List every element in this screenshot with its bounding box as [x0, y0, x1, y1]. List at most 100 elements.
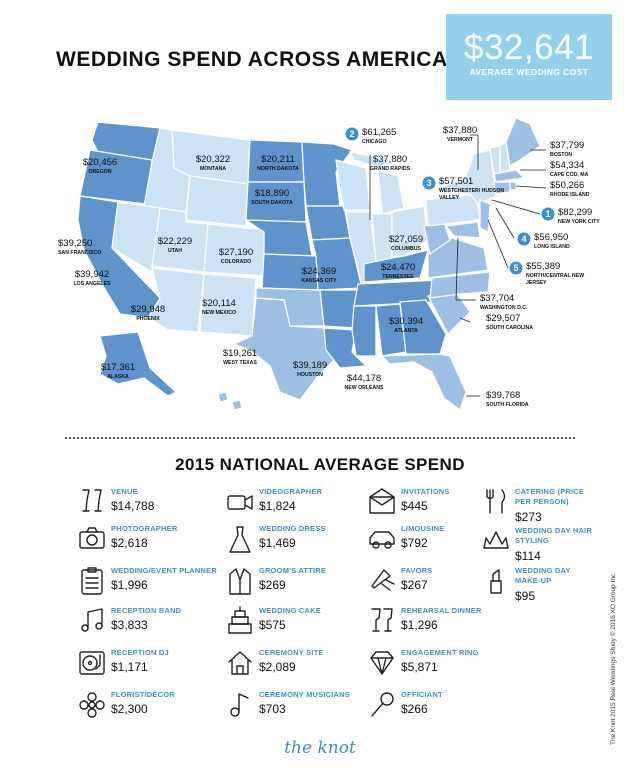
top-five-place: NORTH/CENTRAL NEW [526, 273, 584, 279]
spend-item-value: $266 [401, 702, 428, 716]
map-value-label: $37,704 [480, 293, 514, 304]
state-maine [505, 117, 541, 167]
section-title: 2015 NATIONAL AVERAGE SPEND [175, 455, 465, 474]
map-place-label: MONTANA [200, 166, 226, 172]
the-knot-logo: the knot [284, 738, 356, 758]
map-value-label: $20,322 [196, 154, 230, 165]
spend-item-label: CATERING (PRICE PER PERSON) [515, 487, 585, 506]
rank-number: 3 [426, 178, 431, 188]
state-georgia [399, 299, 447, 355]
spend-item-label: RECEPTION DJ [111, 648, 169, 657]
top-five-value: $82,299 [558, 207, 592, 218]
spend-item-label: INVITATIONS [401, 487, 450, 496]
state-wisconsin [335, 159, 371, 211]
callout-line [455, 237, 459, 301]
spend-item-value: $1,171 [111, 660, 148, 674]
top-five-place: JERSEY [526, 280, 547, 286]
map-place-label: WASHINGTON D.C. [480, 305, 528, 311]
rank-number: 2 [349, 129, 354, 139]
map-value-label: $39,250 [58, 238, 92, 249]
spend-item-value: $3,833 [111, 618, 148, 632]
callout-line [495, 207, 515, 239]
house-icon [226, 648, 254, 678]
callout-line [491, 199, 541, 215]
spend-item-label: PHOTOGRAPHER [111, 524, 178, 533]
spend-item-value: $114 [515, 549, 541, 563]
spend-item-value: $273 [515, 510, 542, 524]
spend-item-value: $1,469 [259, 536, 296, 550]
state-new-hampshire [499, 140, 511, 173]
state-new-jersey [479, 199, 491, 233]
state-nevada [111, 201, 161, 273]
page-title: WEDDING SPEND ACROSS AMERICA [56, 48, 448, 71]
turntable-icon [78, 648, 106, 678]
spend-item-value: $1,996 [111, 578, 148, 592]
rank-badge [541, 207, 555, 221]
map-place-label: SOUTH CAROLINA [486, 325, 533, 331]
state-texas [232, 297, 345, 401]
map-place-label: GRAND RAPIDS [370, 166, 411, 172]
state-connecticut [493, 181, 511, 195]
map-value-label: $27,059 [389, 234, 423, 245]
flower-icon [78, 690, 106, 720]
spend-item-value: $2,618 [111, 536, 148, 550]
camera-icon [78, 524, 106, 554]
map-place-label: UTAH [168, 248, 182, 254]
map-value-label: $54,334 [550, 160, 584, 171]
spend-item-label: WEDDING/EVENT PLANNER [111, 566, 217, 575]
dress-icon [226, 524, 254, 554]
spend-item-label: WEDDING DAY MAKE-UP [515, 566, 571, 585]
map-place-label: SOUTH FLORIDA [486, 402, 529, 408]
state-wyoming [185, 175, 249, 227]
top-five-place: LONG ISLAND [534, 244, 570, 250]
champagne-glasses-icon [78, 487, 106, 517]
spend-item-value: $269 [259, 578, 286, 592]
spend-item-value: $267 [401, 578, 428, 592]
state-massachusetts [493, 169, 526, 183]
spend-item-label: WEDDING CAKE [259, 606, 321, 615]
map-place-label: NORTH DAKOTA [257, 166, 299, 172]
map-value-label: $17,361 [101, 362, 135, 373]
rank-badge [509, 261, 523, 275]
map-value-label: $39,189 [293, 360, 327, 371]
map-value-label: $44,178 [347, 373, 381, 384]
spend-item-label: OFFICIANT [401, 690, 443, 699]
map-place-label: KANSAS CITY [301, 278, 337, 284]
spend-item-value: $5,871 [401, 660, 438, 674]
spend-item-label: VIDEOGRAPHER [259, 487, 323, 496]
map-value-label: $30,394 [389, 316, 423, 327]
state-shapes [77, 117, 541, 411]
map-value-label: $24,369 [302, 266, 336, 277]
state-iowa [305, 205, 351, 241]
map-place-label: VERMONT [447, 137, 474, 143]
party-favor-icon [368, 566, 396, 596]
video-camera-icon [226, 487, 254, 517]
map-place-label: RHODE ISLAND [550, 192, 590, 198]
spend-item-value: $2,089 [259, 660, 296, 674]
map-value-label: $29,507 [486, 313, 520, 324]
map-value-label: $50,266 [550, 180, 584, 191]
map-value-label: $19,261 [223, 348, 257, 359]
map-value-label: $22,229 [158, 236, 192, 247]
spend-item-value: $14,788 [111, 499, 155, 513]
top-five-place: CHICAGO [362, 139, 387, 145]
spend-item-label: REHEARSAL DINNER [401, 606, 482, 615]
map-value-label: $18,890 [255, 188, 289, 199]
spend-item-label: VENUE [111, 487, 138, 496]
spend-item-label: GROOM'S ATTIRE [259, 566, 327, 575]
map-value-label: $20,211 [261, 154, 295, 165]
callout-line [515, 185, 547, 189]
state-north-carolina [429, 271, 491, 299]
state-alaska [99, 331, 178, 397]
tuxedo-icon [226, 566, 254, 596]
spend-item-label: FLORIST/DÉCOR [111, 690, 175, 699]
rank-number: 5 [513, 263, 518, 273]
top-five-place: VALLEY [439, 195, 460, 201]
map-value-label: $37,799 [550, 140, 584, 151]
top-five-value: $57,501 [439, 176, 473, 187]
tiara-icon [482, 526, 510, 556]
map-value-label: $20,114 [202, 298, 236, 309]
average-cost-box: $32,641 AVERAGE WEDDING COST [446, 14, 612, 100]
